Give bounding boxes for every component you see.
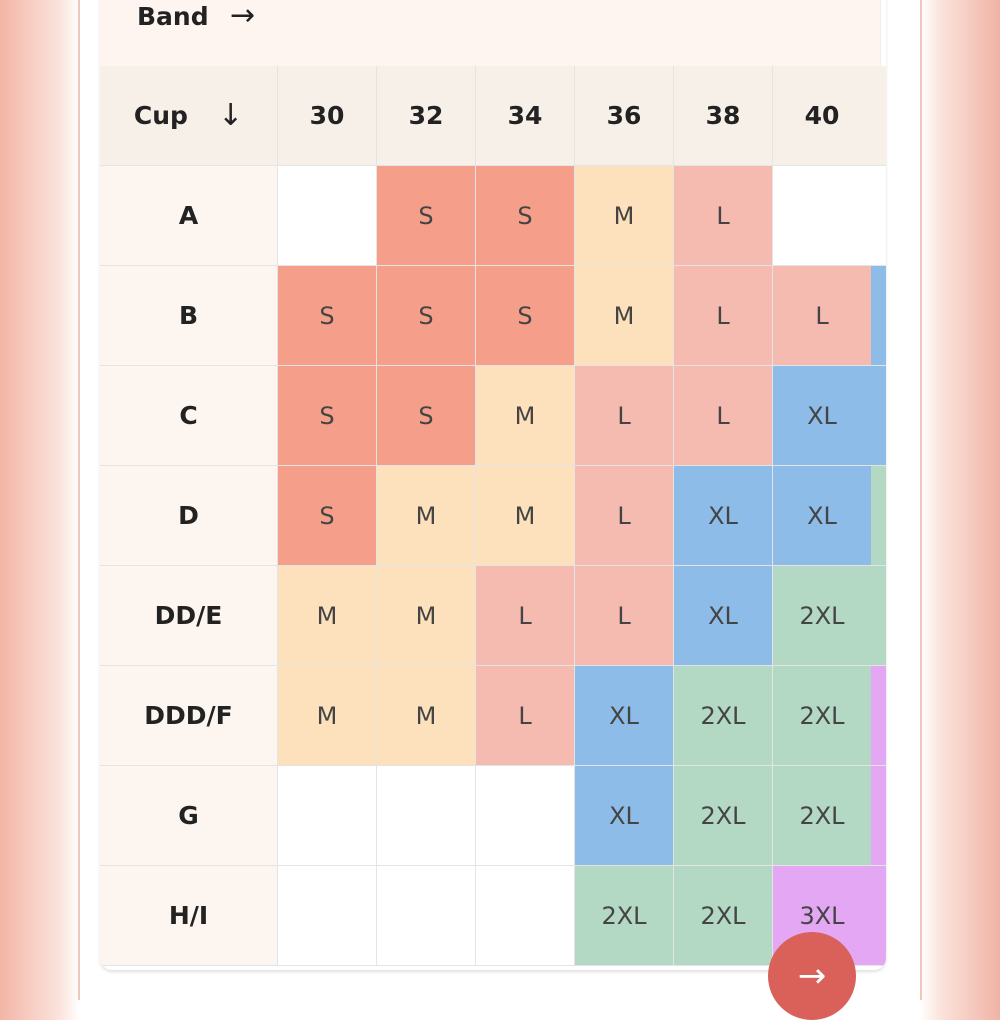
size-cell: L bbox=[674, 366, 773, 466]
size-cell bbox=[278, 866, 377, 966]
cup-arrow-icon: ↓ bbox=[217, 98, 244, 133]
size-cell: M bbox=[377, 666, 476, 766]
size-cell: 2XL bbox=[773, 666, 872, 766]
clipped-cell bbox=[871, 766, 886, 866]
size-cell bbox=[476, 866, 575, 966]
size-cell: L bbox=[575, 466, 674, 566]
size-cell: L bbox=[476, 666, 575, 766]
size-cell bbox=[377, 866, 476, 966]
size-cell: L bbox=[575, 566, 674, 666]
cup-row-label: DDD/F bbox=[100, 666, 278, 766]
size-cell: S bbox=[377, 266, 476, 366]
size-cell: 2XL bbox=[674, 866, 773, 966]
size-cell: S bbox=[476, 266, 575, 366]
clipped-cell bbox=[871, 366, 886, 466]
size-cell: M bbox=[476, 466, 575, 566]
size-cell bbox=[377, 766, 476, 866]
size-cell: S bbox=[278, 266, 377, 366]
size-cell: M bbox=[476, 366, 575, 466]
size-cell: L bbox=[575, 366, 674, 466]
size-cell bbox=[476, 766, 575, 866]
size-cell: S bbox=[476, 166, 575, 266]
size-cell: 2XL bbox=[773, 566, 872, 666]
size-cell: XL bbox=[773, 466, 872, 566]
size-cell: S bbox=[278, 366, 377, 466]
clipped-cell bbox=[871, 66, 886, 166]
size-cell: L bbox=[476, 566, 575, 666]
cup-label: Cup bbox=[133, 101, 188, 130]
band-column-header: 40 bbox=[773, 66, 872, 166]
cup-row-label: A bbox=[100, 166, 278, 266]
clipped-cell bbox=[871, 166, 886, 266]
clipped-cell bbox=[871, 666, 886, 766]
band-column-header: 38 bbox=[674, 66, 773, 166]
clipped-cell bbox=[871, 466, 886, 566]
clipped-cell bbox=[871, 566, 886, 666]
size-cell: L bbox=[674, 166, 773, 266]
cup-row-label: B bbox=[100, 266, 278, 366]
size-cell: S bbox=[278, 466, 377, 566]
band-column-header: 34 bbox=[476, 66, 575, 166]
cup-row-label: DD/E bbox=[100, 566, 278, 666]
clipped-cell bbox=[871, 866, 886, 966]
size-cell: M bbox=[278, 666, 377, 766]
size-cell: L bbox=[773, 266, 872, 366]
size-cell: S bbox=[377, 166, 476, 266]
size-cell: XL bbox=[575, 766, 674, 866]
size-cell: 2XL bbox=[575, 866, 674, 966]
next-button[interactable]: → bbox=[768, 932, 856, 1020]
size-cell: M bbox=[278, 566, 377, 666]
band-label: Band bbox=[137, 2, 209, 31]
size-cell: 2XL bbox=[674, 666, 773, 766]
size-cell: 2XL bbox=[674, 766, 773, 866]
size-cell bbox=[278, 766, 377, 866]
size-cell: M bbox=[575, 166, 674, 266]
band-column-header: 32 bbox=[377, 66, 476, 166]
size-cell bbox=[278, 166, 377, 266]
size-cell: XL bbox=[674, 466, 773, 566]
size-cell: XL bbox=[773, 366, 872, 466]
band-column-header: 36 bbox=[575, 66, 674, 166]
size-table-panel: Band → Cup ↓ 30 32 34 36 38 40 A S S M L B S S S M L L C S S M L… bbox=[100, 0, 886, 970]
cup-row-label: H/I bbox=[100, 866, 278, 966]
cup-row-label: C bbox=[100, 366, 278, 466]
band-header: Band → bbox=[100, 0, 881, 66]
cup-row-label: G bbox=[100, 766, 278, 866]
size-cell bbox=[773, 166, 872, 266]
cup-row-label: D bbox=[100, 466, 278, 566]
size-cell: 2XL bbox=[773, 766, 872, 866]
size-cell: L bbox=[674, 266, 773, 366]
size-cell: M bbox=[377, 566, 476, 666]
size-cell: XL bbox=[674, 566, 773, 666]
size-cell: XL bbox=[575, 666, 674, 766]
clipped-cell bbox=[871, 266, 886, 366]
size-cell: M bbox=[377, 466, 476, 566]
band-column-header: 30 bbox=[278, 66, 377, 166]
band-arrow-icon: → bbox=[230, 0, 256, 33]
size-cell: S bbox=[377, 366, 476, 466]
size-cell: M bbox=[575, 266, 674, 366]
corner-cell: Cup ↓ bbox=[100, 66, 278, 166]
